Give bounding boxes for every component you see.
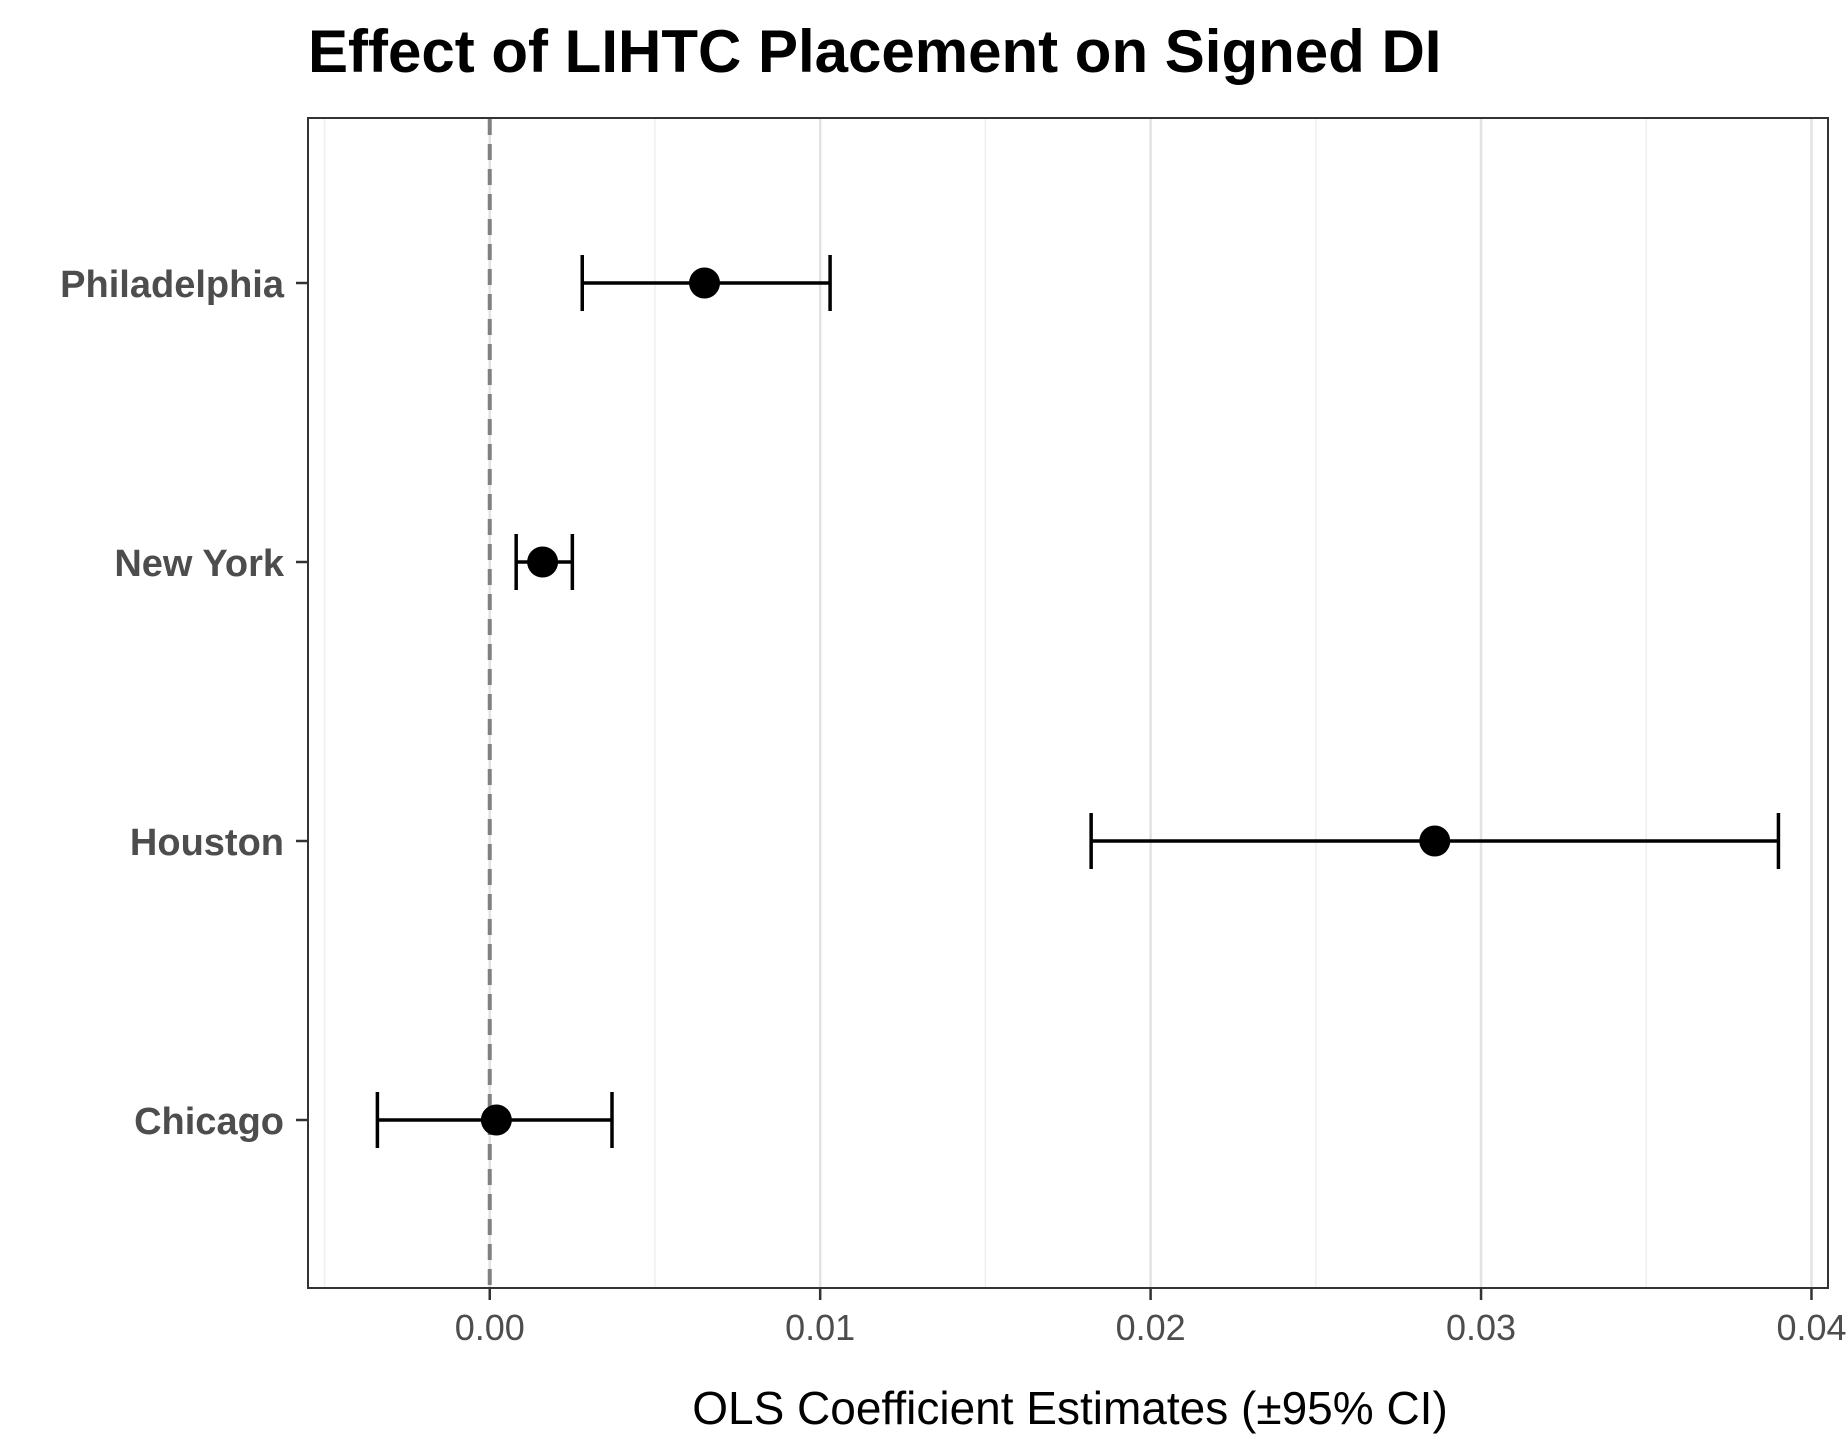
y-tick-label: Chicago: [134, 1101, 284, 1143]
errorbar-group-new-york: [514, 534, 575, 590]
x-tick-label: 0.03: [1446, 1307, 1516, 1348]
estimate-point: [527, 546, 559, 578]
chart-title: Effect of LIHTC Placement on Signed DI: [308, 18, 1441, 85]
errorbar-group-philadelphia: [580, 255, 832, 311]
panel-border: [307, 117, 1829, 1289]
x-tick-label: 0.04: [1776, 1307, 1846, 1348]
x-tick-label: 0.02: [1116, 1307, 1186, 1348]
errorbar-group-houston: [1089, 813, 1781, 869]
errorbar-group-chicago: [375, 1092, 614, 1148]
x-tick-label: 0.01: [785, 1307, 855, 1348]
y-axis: Philadelphia New York Houston Chicago: [60, 264, 308, 1143]
x-tick-label: 0.00: [455, 1307, 525, 1348]
grid-layer: [323, 119, 1813, 1287]
y-tick-label: Philadelphia: [60, 264, 285, 306]
x-axis-title: OLS Coefficient Estimates (±95% CI): [692, 1382, 1448, 1434]
marks-layer: [375, 255, 1781, 1148]
y-tick-label: Houston: [130, 822, 284, 864]
estimate-point: [480, 1104, 512, 1136]
x-axis: 0.00 0.01 0.02 0.03 0.04: [455, 1288, 1847, 1348]
estimate-point: [689, 267, 721, 299]
y-tick-label: New York: [114, 543, 285, 585]
estimate-point: [1419, 825, 1451, 857]
